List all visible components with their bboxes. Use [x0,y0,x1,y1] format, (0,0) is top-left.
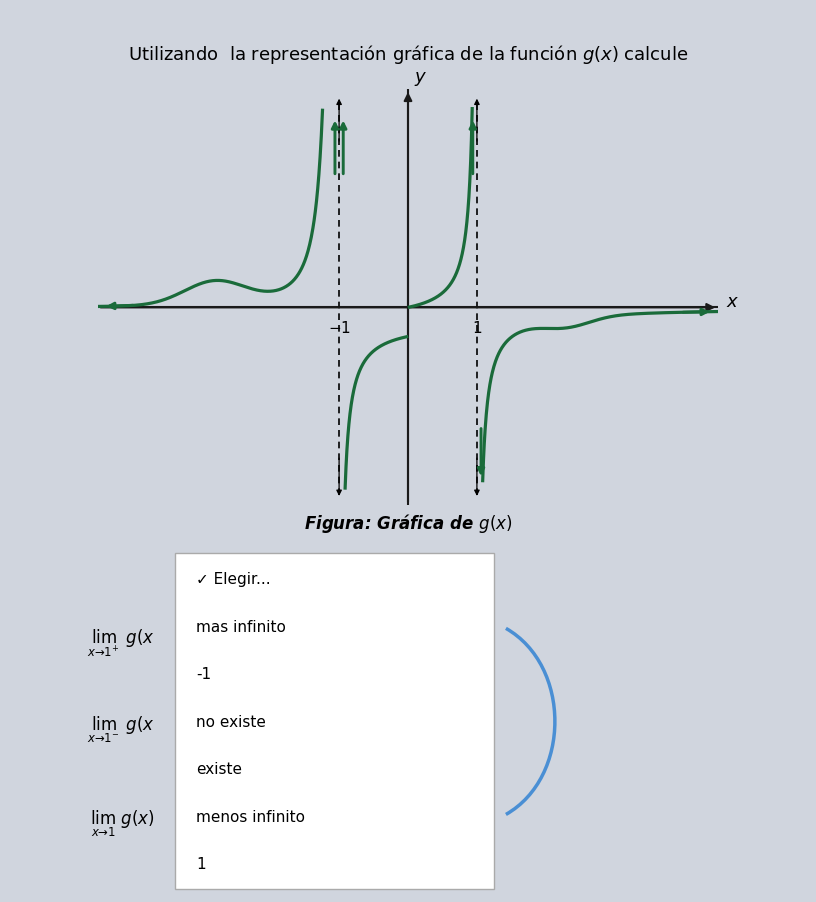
Text: ✓ Elegir...: ✓ Elegir... [196,572,270,587]
Text: $\lim_{x\to1^-}$ $g(x$: $\lim_{x\to1^-}$ $g(x$ [87,713,155,744]
Text: 1: 1 [196,856,206,871]
Text: no existe: no existe [196,714,266,729]
Text: -1: -1 [196,667,211,682]
Text: existe: existe [196,761,242,777]
Text: $-1$: $-1$ [327,319,351,336]
Text: $x$: $x$ [726,293,739,311]
FancyBboxPatch shape [175,554,494,889]
Text: $\lim_{x\to1}$ $g(x)$: $\lim_{x\to1}$ $g(x)$ [91,807,155,838]
Text: $1$: $1$ [472,319,482,336]
Text: mas infinito: mas infinito [196,620,286,634]
Text: $y$: $y$ [414,69,427,87]
Text: Figura: Gráfica de $g(x)$: Figura: Gráfica de $g(x)$ [304,511,512,535]
Text: menos infinito: menos infinito [196,809,305,824]
Text: Utilizando  la representación gráfica de la función $g(x)$ calcule: Utilizando la representación gráfica de … [128,42,688,66]
Text: $\lim_{x\to1^+}$ $g(x$: $\lim_{x\to1^+}$ $g(x$ [87,627,155,658]
